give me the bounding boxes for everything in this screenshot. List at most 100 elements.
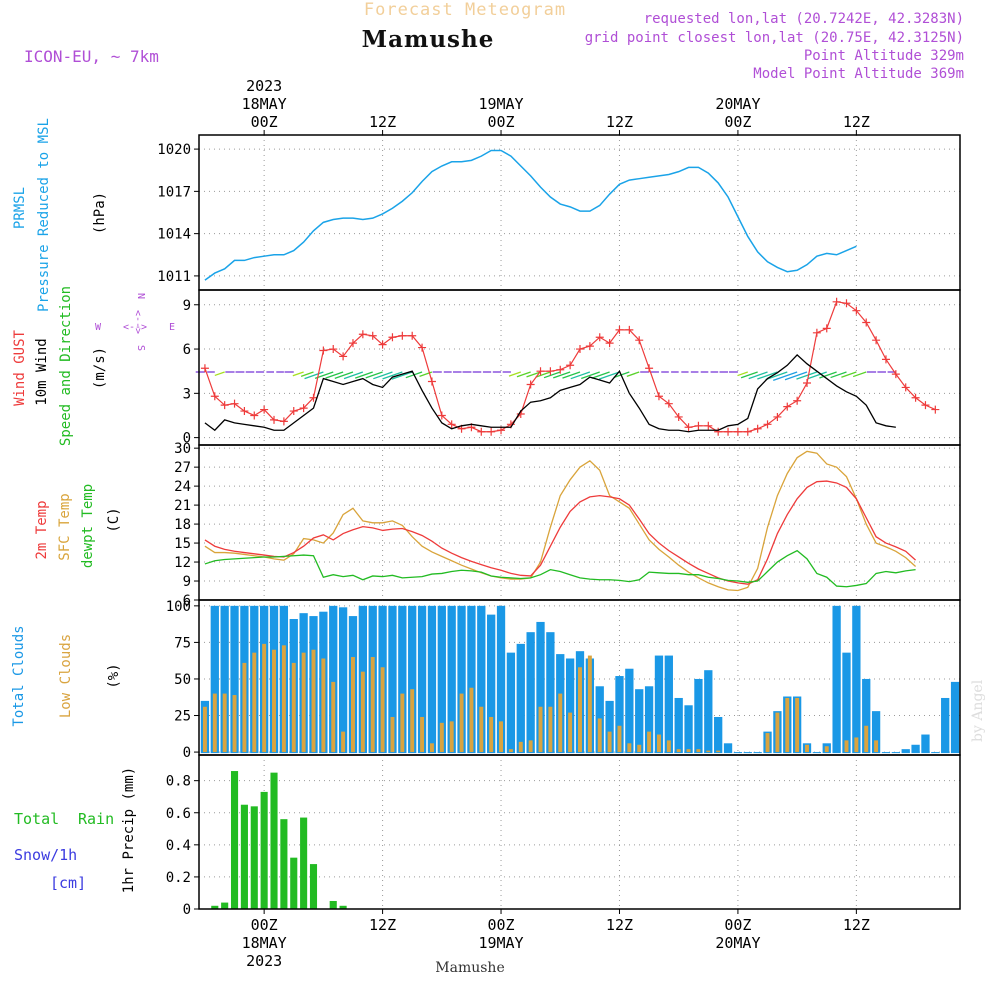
total-cloud-bar [812, 752, 822, 754]
total-cloud-bar [417, 605, 427, 754]
gust-marker [210, 392, 219, 401]
gust-marker [220, 401, 229, 410]
gust-marker [368, 331, 377, 340]
bottom-time-label: 12Z [843, 916, 870, 934]
total-cloud-bar [546, 632, 555, 754]
gust-marker [842, 299, 851, 308]
total-cloud-bar [684, 705, 693, 754]
dewpt-label: dewpt Temp [80, 484, 96, 568]
gust-marker [388, 333, 397, 342]
wind-direction-arrow [626, 371, 640, 377]
gust-marker [803, 379, 812, 387]
total-label: Total [14, 810, 59, 828]
gust-marker [625, 325, 634, 334]
top-time-label: 18MAY [242, 95, 287, 113]
temperature-ytick-label: 24 [174, 479, 191, 495]
clouds-ytick-label: 50 [174, 672, 191, 688]
low-cloud-bar [607, 731, 612, 753]
wind-ytick-label: 0 [183, 431, 191, 447]
low-cloud-bar [508, 749, 513, 753]
gust-marker [664, 399, 673, 408]
total-cloud-bar [457, 605, 466, 754]
chart-panels: 1011101410171020036969121518212427300255… [0, 0, 961, 918]
precip-ytick-label: 0 [183, 902, 191, 918]
gust-marker [447, 420, 456, 429]
total-cloud-bar [871, 711, 881, 754]
compass-east: E [169, 322, 175, 333]
wind-direction-arrow [354, 371, 373, 379]
temperature-ytick-label: 15 [174, 536, 191, 552]
compass-south: S [135, 345, 146, 351]
temperature-labels: 2m Temp SFC Temp dewpt Temp (C) [34, 484, 122, 568]
wind-direction-arrow [757, 371, 778, 380]
dewpt-line [204, 549, 916, 588]
low-cloud-bar [874, 740, 879, 753]
gust-marker [832, 297, 841, 306]
low-cloud-bar [627, 743, 632, 753]
low-cloud-bar [558, 693, 563, 753]
cloud-unit: (%) [106, 663, 122, 688]
gust-marker [931, 405, 940, 414]
precip-panel: 0 0.2 0.4 0.6 0.8 [166, 754, 961, 918]
low-cloud-bar [706, 750, 711, 753]
temperature-ytick-label: 12 [174, 555, 191, 571]
clouds-panel: 0 25 50 75 100 [166, 599, 961, 761]
gust-marker [645, 364, 654, 373]
bottom-time-label: 00Z [251, 916, 278, 934]
gust-marker [546, 367, 555, 376]
precip-labels: Total Rain Snow/1h [cm] 1hr Precip (mm) [14, 767, 137, 893]
gust-marker [901, 383, 910, 392]
total-cloud-bar [862, 678, 871, 754]
total-cloud-bar [506, 652, 516, 754]
total-cloud-bar [852, 605, 861, 754]
bottom-time-label: 00Z [487, 916, 514, 934]
top-time-label: 00Z [251, 113, 278, 131]
gust-marker [812, 328, 821, 337]
low-cloud-bar [390, 716, 395, 753]
gust-marker [566, 361, 575, 370]
wind-direction-arrow [343, 371, 364, 380]
gust-marker [319, 346, 328, 355]
prmsl-line [204, 149, 857, 281]
model-altitude: Model Point Altitude 369m [753, 66, 964, 82]
low-cloud-bar [578, 667, 582, 753]
gust-marker [339, 352, 348, 361]
low-cloud-bar [360, 671, 365, 753]
total-cloud-bar [832, 605, 841, 754]
gust-marker [694, 421, 703, 430]
point-altitude: Point Altitude 329m [804, 48, 964, 64]
pressure-unit: (hPa) [92, 192, 108, 234]
rain-bar [309, 864, 318, 909]
total-cloud-bar [526, 632, 535, 754]
gust-marker [822, 324, 831, 333]
gust-marker [595, 333, 604, 342]
t2m-line [204, 480, 917, 585]
compass-north: N [135, 293, 146, 299]
low-cloud-bar [844, 740, 849, 753]
rain-bar [221, 902, 229, 909]
temperature-ytick-label: 21 [174, 498, 191, 514]
gust-marker [477, 427, 486, 436]
low-cloud-bar [518, 741, 523, 753]
total-cloud-bar [338, 607, 348, 754]
low-cloud-bar [212, 693, 217, 753]
bottom-time-label: 20MAY [715, 934, 760, 952]
product-title: Forecast Meteogram [364, 0, 566, 20]
wind-direction-arrow [543, 371, 561, 379]
speed-direction-label: Speed and Direction [58, 286, 74, 446]
total-cloud-bar [625, 668, 634, 754]
low-cloud-bar [429, 743, 434, 753]
rain-bar [260, 791, 268, 909]
total-cloud-bar [842, 652, 851, 754]
total-cloud-bar [743, 752, 752, 754]
snow-unit-label: [cm] [50, 874, 86, 892]
total-cloud-bar [733, 752, 743, 754]
low-cloud-bar [548, 706, 553, 753]
total-cloud-bar [467, 605, 476, 754]
precip-ytick-label: 0.4 [166, 838, 191, 854]
wind-ytick-label: 9 [183, 298, 191, 314]
low-cloud-bar [587, 655, 592, 753]
low-cloud-bar [696, 749, 701, 753]
wind-direction-arrow [553, 371, 571, 379]
wind-speed-line [204, 354, 896, 433]
